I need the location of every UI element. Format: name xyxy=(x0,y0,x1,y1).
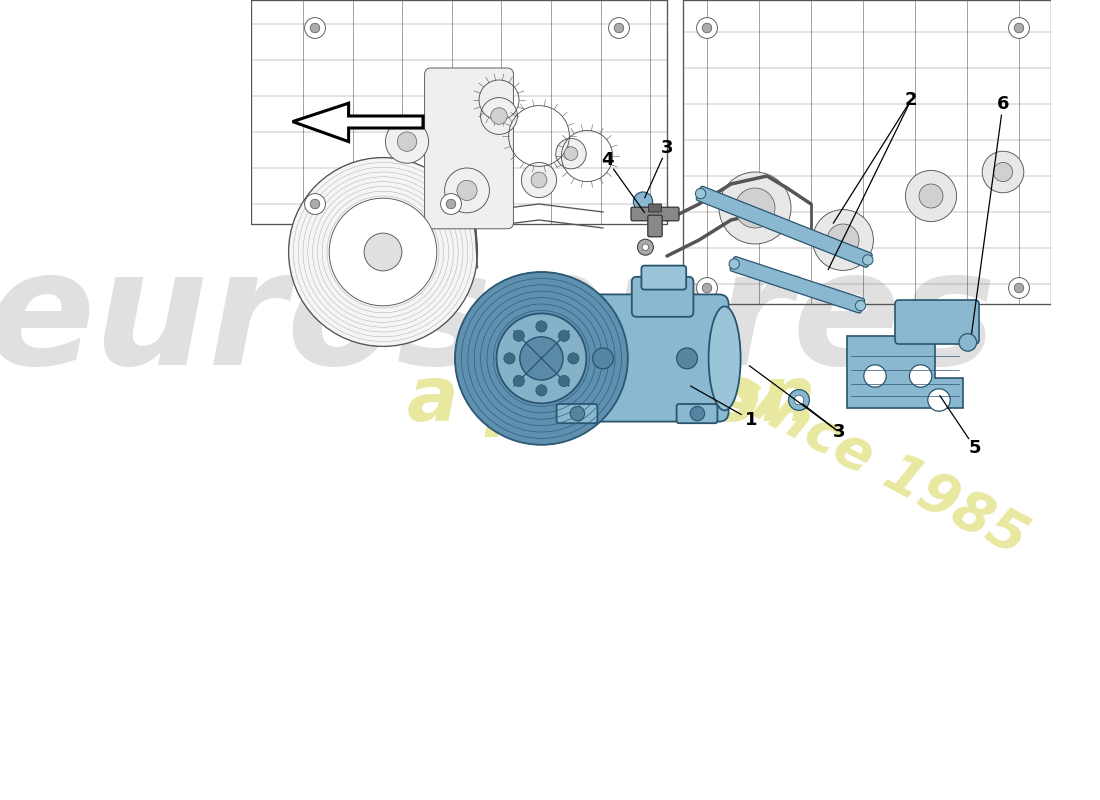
Circle shape xyxy=(310,199,320,209)
Circle shape xyxy=(514,330,525,342)
Circle shape xyxy=(568,353,579,364)
Circle shape xyxy=(564,146,578,161)
Circle shape xyxy=(729,258,739,269)
Circle shape xyxy=(521,162,557,198)
Circle shape xyxy=(676,348,697,369)
Circle shape xyxy=(455,272,628,445)
Circle shape xyxy=(305,18,326,38)
Text: 3: 3 xyxy=(833,423,845,441)
Circle shape xyxy=(441,194,461,214)
Circle shape xyxy=(536,321,547,332)
Circle shape xyxy=(637,239,653,255)
Circle shape xyxy=(690,406,705,421)
Circle shape xyxy=(444,168,490,213)
FancyBboxPatch shape xyxy=(696,186,872,267)
Circle shape xyxy=(905,170,957,222)
Circle shape xyxy=(856,301,866,310)
Circle shape xyxy=(696,18,717,38)
Circle shape xyxy=(288,158,477,346)
Circle shape xyxy=(570,406,584,421)
Circle shape xyxy=(695,188,706,199)
Circle shape xyxy=(918,184,943,208)
Circle shape xyxy=(982,151,1024,193)
Circle shape xyxy=(559,375,570,386)
Circle shape xyxy=(556,138,586,169)
Circle shape xyxy=(310,23,320,33)
Circle shape xyxy=(559,330,570,342)
Circle shape xyxy=(531,172,547,188)
Text: 4: 4 xyxy=(601,151,614,169)
Circle shape xyxy=(481,98,517,134)
Polygon shape xyxy=(293,103,424,142)
Circle shape xyxy=(634,192,652,211)
Circle shape xyxy=(862,254,873,266)
Ellipse shape xyxy=(708,306,740,410)
FancyBboxPatch shape xyxy=(529,294,728,422)
Circle shape xyxy=(959,334,977,351)
Circle shape xyxy=(608,18,629,38)
Text: 5: 5 xyxy=(969,439,981,457)
Circle shape xyxy=(927,389,950,411)
Circle shape xyxy=(593,348,614,369)
Circle shape xyxy=(696,278,717,298)
Circle shape xyxy=(1009,18,1030,38)
Circle shape xyxy=(397,132,417,151)
Circle shape xyxy=(1009,278,1030,298)
Circle shape xyxy=(827,224,859,256)
FancyBboxPatch shape xyxy=(641,266,686,290)
Circle shape xyxy=(614,23,624,33)
Text: a passion: a passion xyxy=(407,363,815,437)
FancyBboxPatch shape xyxy=(676,404,717,423)
FancyBboxPatch shape xyxy=(649,204,661,212)
FancyBboxPatch shape xyxy=(631,207,679,221)
Circle shape xyxy=(794,395,804,405)
Circle shape xyxy=(496,314,586,403)
Circle shape xyxy=(813,210,873,270)
Circle shape xyxy=(514,375,525,386)
Text: 3: 3 xyxy=(661,139,673,157)
FancyBboxPatch shape xyxy=(557,404,597,423)
Circle shape xyxy=(735,188,776,228)
Text: since 1985: since 1985 xyxy=(714,362,1036,566)
Text: 6: 6 xyxy=(997,95,1010,113)
Circle shape xyxy=(702,283,712,293)
Circle shape xyxy=(1014,23,1024,33)
Circle shape xyxy=(504,353,515,364)
Circle shape xyxy=(789,390,810,410)
Text: eurospares: eurospares xyxy=(0,242,997,398)
Text: 1: 1 xyxy=(745,411,757,429)
Circle shape xyxy=(702,23,712,33)
Circle shape xyxy=(520,337,563,380)
Circle shape xyxy=(329,198,437,306)
Circle shape xyxy=(385,120,429,163)
Circle shape xyxy=(1014,283,1024,293)
Circle shape xyxy=(642,244,649,250)
FancyBboxPatch shape xyxy=(895,300,979,344)
Circle shape xyxy=(864,365,887,387)
Circle shape xyxy=(447,199,455,209)
Polygon shape xyxy=(847,336,962,408)
Circle shape xyxy=(364,233,402,271)
Circle shape xyxy=(305,194,326,214)
FancyBboxPatch shape xyxy=(631,277,693,317)
Text: 2: 2 xyxy=(905,91,917,109)
FancyBboxPatch shape xyxy=(730,257,865,313)
Circle shape xyxy=(910,365,932,387)
Circle shape xyxy=(456,180,477,201)
Circle shape xyxy=(491,108,507,124)
FancyBboxPatch shape xyxy=(648,215,662,237)
FancyBboxPatch shape xyxy=(425,68,514,229)
Circle shape xyxy=(993,162,1013,182)
Circle shape xyxy=(719,172,791,244)
Circle shape xyxy=(536,385,547,396)
